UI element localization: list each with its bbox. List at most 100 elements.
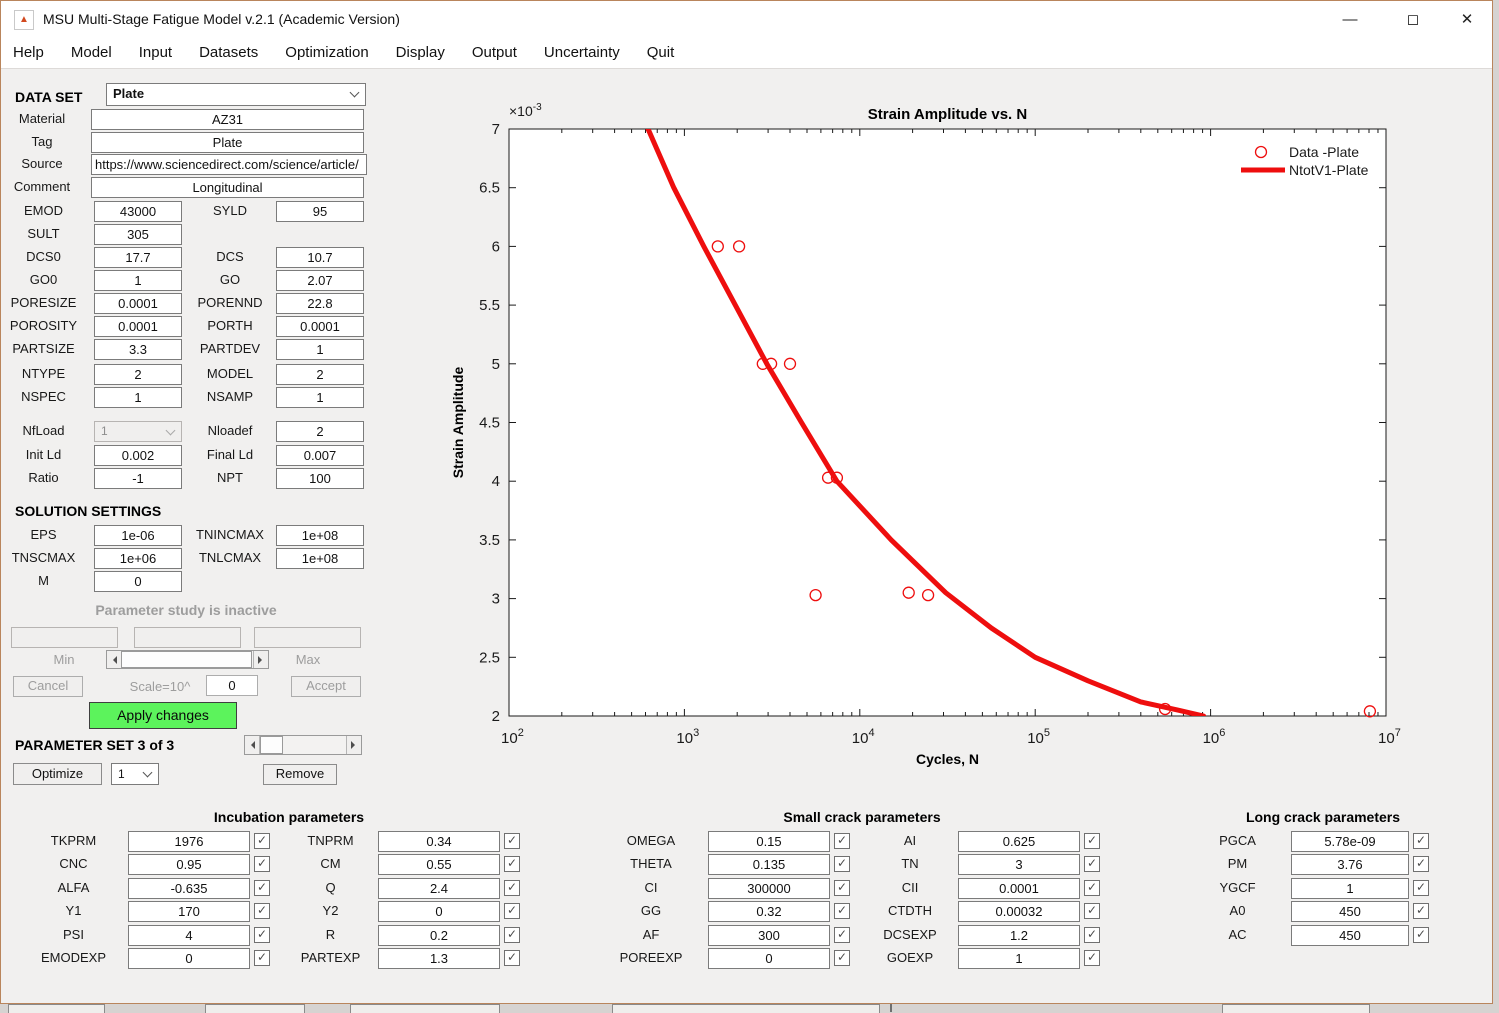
ci-checkbox[interactable]: ✓ [834,879,850,896]
dcs-field[interactable]: 10.7 [276,247,364,268]
alfa-checkbox[interactable]: ✓ [254,879,270,896]
param-study-slider[interactable] [106,650,269,669]
goexp-checkbox[interactable]: ✓ [1084,950,1100,966]
tnprm-field[interactable]: 0.34 [378,831,500,852]
close-button[interactable]: ✕ [1460,11,1474,28]
q-field[interactable]: 2.4 [378,877,500,899]
comment-field[interactable]: Longitudinal [91,177,364,199]
menu-item-uncertainty[interactable]: Uncertainty [543,44,620,61]
final-ld-field[interactable]: 0.007 [276,444,364,466]
nfload-select[interactable]: 1 [94,421,182,442]
y1-field[interactable]: 170 [128,901,250,923]
dataset-select[interactable]: Plate [106,83,366,106]
q-checkbox[interactable]: ✓ [504,879,520,896]
y2-checkbox[interactable]: ✓ [504,903,520,920]
param-study-min-field[interactable] [134,627,241,648]
scale-value-field[interactable]: 0 [206,675,258,696]
slider-right-arrow[interactable] [346,736,361,754]
a0-field[interactable]: 450 [1291,901,1409,923]
theta-checkbox[interactable]: ✓ [834,856,850,873]
pgca-checkbox[interactable]: ✓ [1413,833,1429,849]
remove-button[interactable]: Remove [263,764,337,785]
dcsexp-checkbox[interactable]: ✓ [1084,926,1100,943]
apply-changes-button[interactable]: Apply changes [89,702,237,729]
model-field[interactable]: 2 [276,364,364,385]
psi-checkbox[interactable]: ✓ [254,926,270,943]
ygcf-field[interactable]: 1 [1291,877,1409,899]
tn-field[interactable]: 3 [958,854,1080,876]
ctdth-checkbox[interactable]: ✓ [1084,903,1100,920]
psi-field[interactable]: 4 [128,924,250,946]
slider-right-arrow[interactable] [253,651,268,668]
slider-thumb[interactable] [260,736,283,754]
pgca-field[interactable]: 5.78e-09 [1291,831,1409,852]
accept-button[interactable]: Accept [291,676,361,697]
nloadef-field[interactable]: 2 [276,421,364,442]
emodexp-checkbox[interactable]: ✓ [254,950,270,966]
emod-field[interactable]: 43000 [94,201,182,222]
r-checkbox[interactable]: ✓ [504,926,520,943]
ai-field[interactable]: 0.625 [958,831,1080,852]
cii-checkbox[interactable]: ✓ [1084,879,1100,896]
slider-left-arrow[interactable] [107,651,122,668]
ntype-field[interactable]: 2 [94,364,182,385]
partdev-field[interactable]: 1 [276,339,364,360]
af-field[interactable]: 300 [708,924,830,946]
menu-item-help[interactable]: Help [13,44,44,61]
poreexp-checkbox[interactable]: ✓ [834,950,850,966]
porth-field[interactable]: 0.0001 [276,316,364,337]
gg-field[interactable]: 0.32 [708,901,830,923]
cm-field[interactable]: 0.55 [378,854,500,876]
source-field[interactable]: https://www.sciencedirect.com/science/ar… [91,154,367,176]
menu-item-input[interactable]: Input [138,44,173,61]
porennd-field[interactable]: 22.8 [276,293,364,314]
partexp-field[interactable]: 1.3 [378,948,500,969]
partsize-field[interactable]: 3.3 [94,339,182,360]
ci-field[interactable]: 300000 [708,877,830,899]
cancel-button[interactable]: Cancel [13,676,83,697]
menu-item-output[interactable]: Output [471,44,517,61]
poresize-field[interactable]: 0.0001 [94,293,182,314]
dcs0-field[interactable]: 17.7 [94,247,182,268]
emodexp-field[interactable]: 0 [128,948,250,969]
gg-checkbox[interactable]: ✓ [834,903,850,920]
slider-thumb[interactable] [121,651,252,668]
y1-checkbox[interactable]: ✓ [254,903,270,920]
tn-checkbox[interactable]: ✓ [1084,856,1100,873]
pm-checkbox[interactable]: ✓ [1413,856,1429,873]
cii-field[interactable]: 0.0001 [958,877,1080,899]
a0-checkbox[interactable]: ✓ [1413,903,1429,920]
slider-left-arrow[interactable] [245,736,260,754]
nspec-field[interactable]: 1 [94,387,182,408]
ac-checkbox[interactable]: ✓ [1413,926,1429,943]
tkprm-checkbox[interactable]: ✓ [254,833,270,849]
m-field[interactable]: 0 [94,571,182,592]
go-field[interactable]: 2.07 [276,270,364,291]
cm-checkbox[interactable]: ✓ [504,856,520,873]
nsamp-field[interactable]: 1 [276,387,364,408]
npt-field[interactable]: 100 [276,468,364,490]
ai-checkbox[interactable]: ✓ [1084,833,1100,849]
ac-field[interactable]: 450 [1291,924,1409,946]
cnc-checkbox[interactable]: ✓ [254,856,270,873]
tnincmax-field[interactable]: 1e+08 [276,525,364,546]
tag-field[interactable]: Plate [91,131,364,153]
ygcf-checkbox[interactable]: ✓ [1413,879,1429,896]
menu-item-datasets[interactable]: Datasets [199,44,259,61]
menu-item-optimization[interactable]: Optimization [285,44,369,61]
af-checkbox[interactable]: ✓ [834,926,850,943]
init-ld-field[interactable]: 0.002 [94,444,182,466]
menu-item-display[interactable]: Display [395,44,445,61]
cnc-field[interactable]: 0.95 [128,854,250,876]
theta-field[interactable]: 0.135 [708,854,830,876]
dcsexp-field[interactable]: 1.2 [958,924,1080,946]
ratio-field[interactable]: -1 [94,468,182,490]
go0-field[interactable]: 1 [94,270,182,291]
param-study-max-field[interactable] [254,627,361,648]
ctdth-field[interactable]: 0.00032 [958,901,1080,923]
menu-item-model[interactable]: Model [70,44,112,61]
parameter-set-select[interactable]: 1 [111,763,159,785]
tnscmax-field[interactable]: 1e+06 [94,548,182,569]
minimize-button[interactable]: — [1342,11,1358,28]
pm-field[interactable]: 3.76 [1291,854,1409,876]
